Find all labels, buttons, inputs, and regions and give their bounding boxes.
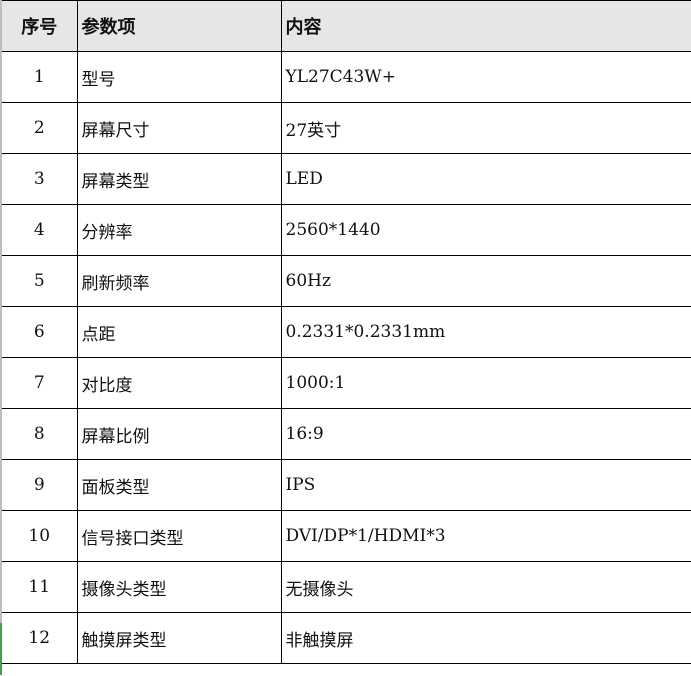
table-row: 7 对比度 1000:1 <box>0 357 691 409</box>
cell-no[interactable]: 1 <box>0 51 78 103</box>
cell-value[interactable]: 无摄像头 <box>280 561 691 613</box>
cell-no[interactable]: 11 <box>0 561 78 613</box>
cell-param[interactable]: 型号 <box>76 51 282 103</box>
cell-param[interactable]: 摄像头类型 <box>76 561 282 613</box>
table-row: 4 分辨率 2560*1440 <box>0 204 691 256</box>
cell-value[interactable]: YL27C43W+ <box>280 51 691 103</box>
cell-no[interactable]: 2 <box>0 102 78 154</box>
cell-no[interactable]: 4 <box>0 204 78 256</box>
cell-no[interactable]: 5 <box>0 255 78 307</box>
cell-param[interactable]: 分辨率 <box>76 204 282 256</box>
cell-no[interactable]: 3 <box>0 153 78 205</box>
cell-value[interactable]: 0.2331*0.2331mm <box>280 306 691 358</box>
cell-param[interactable]: 面板类型 <box>76 459 282 511</box>
table-row: 8 屏幕比例 16:9 <box>0 408 691 460</box>
cell-value[interactable]: 2560*1440 <box>280 204 691 256</box>
cell-param[interactable]: 点距 <box>76 306 282 358</box>
cell-value[interactable]: LED <box>280 153 691 205</box>
cell-param[interactable]: 屏幕比例 <box>76 408 282 460</box>
cell-no[interactable]: 12 <box>0 612 78 664</box>
table-row: 11 摄像头类型 无摄像头 <box>0 561 691 613</box>
cell-param[interactable]: 刷新频率 <box>76 255 282 307</box>
table-row: 3 屏幕类型 LED <box>0 153 691 205</box>
cell-value[interactable]: 27英寸 <box>280 102 691 154</box>
cell-param[interactable]: 对比度 <box>76 357 282 409</box>
cell-no[interactable]: 8 <box>0 408 78 460</box>
cell-no[interactable]: 9 <box>0 459 78 511</box>
table-row: 12 触摸屏类型 非触摸屏 <box>0 612 691 664</box>
header-value[interactable]: 内容 <box>280 0 691 52</box>
cell-no[interactable]: 10 <box>0 510 78 562</box>
cell-param[interactable]: 信号接口类型 <box>76 510 282 562</box>
header-param[interactable]: 参数项 <box>76 0 282 52</box>
cell-no[interactable]: 6 <box>0 306 78 358</box>
cell-no[interactable]: 7 <box>0 357 78 409</box>
cell-value[interactable]: IPS <box>280 459 691 511</box>
cell-value[interactable]: 16:9 <box>280 408 691 460</box>
table-row: 6 点距 0.2331*0.2331mm <box>0 306 691 358</box>
cell-param[interactable]: 触摸屏类型 <box>76 612 282 664</box>
table-row: 1 型号 YL27C43W+ <box>0 51 691 103</box>
table-row: 10 信号接口类型 DVI/DP*1/HDMI*3 <box>0 510 691 562</box>
cell-value[interactable]: 60Hz <box>280 255 691 307</box>
header-row: 序号 参数项 内容 <box>0 0 691 52</box>
cell-value[interactable]: 非触摸屏 <box>280 612 691 664</box>
table-row: 2 屏幕尺寸 27英寸 <box>0 102 691 154</box>
table-row: 9 面板类型 IPS <box>0 459 691 511</box>
cell-value[interactable]: DVI/DP*1/HDMI*3 <box>280 510 691 562</box>
table-row: 5 刷新频率 60Hz <box>0 255 691 307</box>
cell-param[interactable]: 屏幕尺寸 <box>76 102 282 154</box>
header-no[interactable]: 序号 <box>0 0 78 52</box>
cell-param[interactable]: 屏幕类型 <box>76 153 282 205</box>
cell-value[interactable]: 1000:1 <box>280 357 691 409</box>
